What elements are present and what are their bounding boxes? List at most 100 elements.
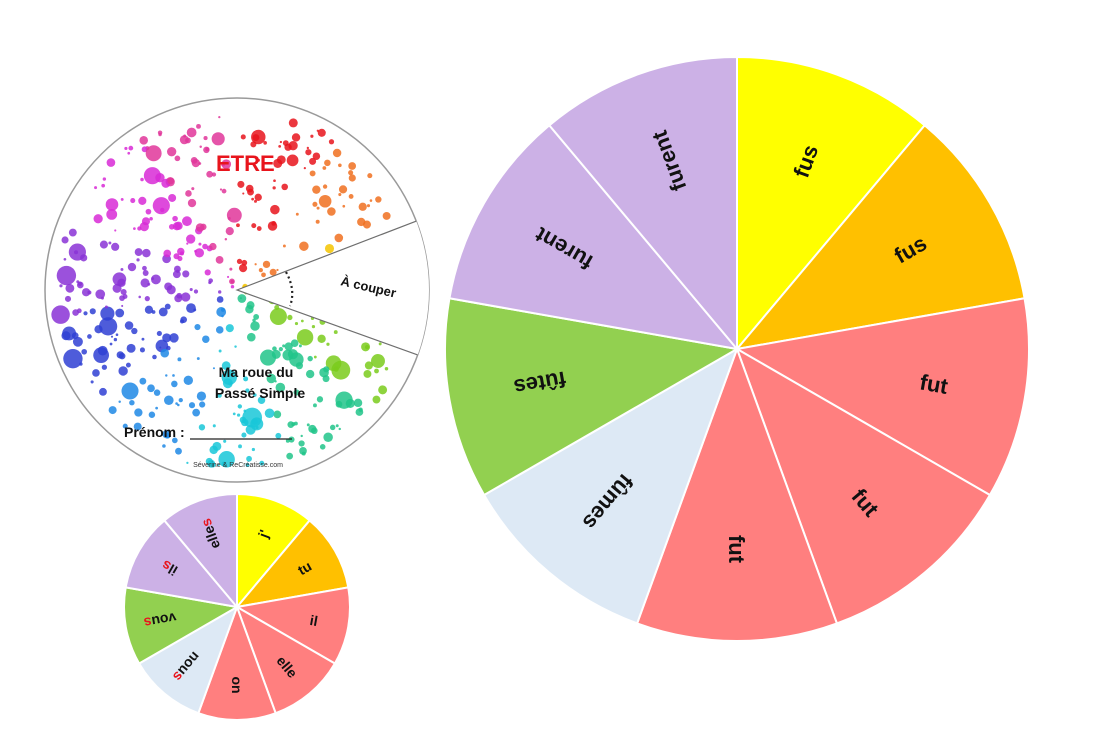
paint-splat bbox=[282, 344, 286, 348]
paint-splat bbox=[264, 408, 275, 419]
paint-splat bbox=[225, 227, 234, 236]
paint-splat bbox=[194, 323, 201, 331]
paint-splat bbox=[222, 378, 233, 389]
paint-splat bbox=[142, 270, 149, 276]
paint-splat bbox=[269, 268, 277, 276]
paint-splat bbox=[144, 305, 154, 314]
paint-splat bbox=[305, 369, 315, 379]
paint-splat bbox=[131, 327, 138, 335]
paint-splat bbox=[254, 263, 257, 266]
paint-splat bbox=[87, 290, 92, 295]
paint-splat bbox=[118, 352, 126, 360]
paint-splat bbox=[232, 412, 236, 416]
paint-splat bbox=[149, 217, 153, 221]
paint-splat bbox=[243, 409, 247, 413]
paint-splat bbox=[229, 278, 235, 285]
paint-splat bbox=[326, 342, 330, 346]
paint-splat bbox=[74, 250, 79, 255]
paint-splat bbox=[93, 214, 103, 224]
paint-splat bbox=[246, 332, 256, 342]
paint-splat bbox=[338, 163, 342, 168]
paint-splat bbox=[217, 464, 220, 467]
paint-splat bbox=[312, 152, 321, 160]
paint-splat bbox=[156, 330, 162, 337]
paint-splat bbox=[241, 432, 247, 438]
paint-splat bbox=[324, 243, 335, 254]
paint-splat bbox=[189, 288, 193, 292]
paint-splat bbox=[127, 151, 131, 155]
small-wheel-label-text: il bbox=[309, 612, 319, 629]
paint-splat bbox=[204, 269, 211, 276]
paint-splat bbox=[323, 366, 330, 373]
paint-splat bbox=[253, 314, 260, 320]
paint-splat bbox=[348, 162, 357, 170]
paint-splat bbox=[77, 281, 83, 287]
small-wheel-label-7: vous bbox=[143, 610, 178, 631]
paint-splat bbox=[186, 242, 189, 245]
paint-splat bbox=[160, 348, 170, 358]
cut-out-window[interactable] bbox=[235, 211, 440, 364]
paint-splat bbox=[186, 461, 189, 465]
paint-splat bbox=[223, 439, 227, 443]
paint-splat bbox=[358, 407, 363, 412]
paint-splat bbox=[68, 228, 77, 237]
paint-splat bbox=[245, 305, 254, 314]
paint-splat bbox=[322, 184, 328, 189]
paint-splat bbox=[102, 177, 107, 181]
paint-splat bbox=[333, 330, 338, 334]
paint-splat bbox=[99, 387, 107, 396]
paint-splat bbox=[307, 355, 313, 362]
paint-splat bbox=[115, 308, 125, 318]
paint-splat bbox=[139, 222, 149, 232]
paint-splat bbox=[124, 146, 128, 151]
paint-splat bbox=[145, 145, 162, 162]
paint-splat bbox=[194, 249, 197, 253]
paint-splat bbox=[140, 177, 144, 182]
paint-splat bbox=[162, 429, 171, 439]
small-wheel-segment-3 bbox=[234, 586, 351, 665]
paint-splat bbox=[259, 460, 265, 466]
paint-splat bbox=[108, 406, 117, 415]
paint-splat bbox=[94, 325, 103, 334]
paint-splat bbox=[298, 440, 305, 447]
paint-splat bbox=[110, 335, 114, 338]
paint-splat bbox=[171, 437, 178, 444]
paint-splat bbox=[251, 223, 257, 229]
paint-splat bbox=[101, 183, 106, 188]
paint-splat bbox=[202, 243, 208, 250]
paint-splat bbox=[375, 196, 382, 203]
paint-splat bbox=[90, 380, 94, 384]
paint-splat bbox=[168, 193, 177, 202]
paint-splat bbox=[61, 236, 69, 244]
paint-splat bbox=[332, 148, 342, 158]
big-wheel-label-text: fut bbox=[918, 369, 951, 399]
paint-splat bbox=[262, 260, 271, 269]
paint-splat bbox=[148, 411, 156, 418]
paint-splat bbox=[317, 334, 326, 344]
paint-splat bbox=[311, 325, 316, 329]
paint-splat bbox=[138, 196, 147, 205]
big-wheel-segment-8 bbox=[448, 123, 740, 351]
paint-splat bbox=[171, 380, 178, 388]
paint-splat bbox=[278, 347, 283, 352]
paint-splat bbox=[99, 240, 108, 249]
paint-splat bbox=[182, 216, 192, 227]
paint-splat bbox=[295, 212, 299, 216]
small-wheel-segment-8 bbox=[124, 519, 240, 609]
paint-splat bbox=[230, 284, 235, 289]
paint-splat bbox=[369, 199, 373, 202]
paint-splat bbox=[166, 147, 177, 157]
paint-splat bbox=[251, 197, 255, 201]
paint-splat bbox=[364, 344, 370, 350]
paint-splat bbox=[139, 347, 145, 353]
paint-splat bbox=[195, 223, 205, 232]
small-wheel-label-text: vou bbox=[150, 610, 177, 630]
paint-splat bbox=[196, 391, 207, 401]
small-wheel-segment-1 bbox=[236, 492, 312, 610]
paint-splat bbox=[306, 146, 310, 150]
small-wheel-segment-9 bbox=[162, 492, 238, 610]
paint-splat bbox=[151, 310, 156, 314]
paint-splat bbox=[267, 221, 278, 231]
paint-splat bbox=[209, 242, 217, 251]
